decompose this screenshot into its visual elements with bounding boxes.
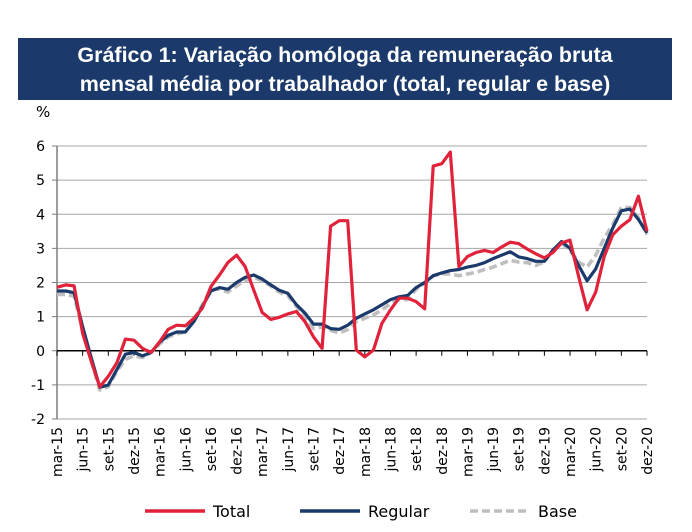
- legend-label-base: Base: [538, 502, 577, 521]
- y-tick-label: -1: [31, 378, 45, 394]
- y-tick-label: 5: [36, 173, 45, 189]
- x-tick-label: dez-17: [332, 427, 348, 475]
- x-tick-label: jun-18: [383, 427, 399, 473]
- y-tick-label: 0: [36, 344, 45, 360]
- y-tick-label: -2: [31, 412, 45, 428]
- x-tick-label: dez-16: [230, 427, 246, 475]
- x-tick-label: dez-20: [640, 427, 656, 475]
- legend-label-regular: Regular: [368, 502, 430, 521]
- x-tick-label: mar-20: [563, 427, 579, 477]
- chart-title-line-2: mensal média por trabalhador (total, reg…: [79, 72, 611, 96]
- x-tick-label: jun-15: [76, 427, 92, 473]
- chart-title: Gráfico 1: Variação homóloga da remunera…: [18, 38, 672, 100]
- y-axis-unit-label: %: [36, 103, 51, 121]
- series-line-total: [56, 150, 649, 389]
- y-tick-label: 2: [36, 276, 45, 292]
- x-tick-label: jun-20: [589, 427, 605, 473]
- y-tick-label: 6: [36, 139, 45, 155]
- x-tick-label: set-20: [614, 427, 630, 471]
- x-tick-label: dez-15: [127, 427, 143, 475]
- x-tick-label: jun-16: [178, 427, 194, 473]
- chart-title-line-1: Gráfico 1: Variação homóloga da remunera…: [77, 43, 613, 67]
- x-tick-label: mar-16: [153, 427, 169, 477]
- y-tick-label: 4: [36, 207, 45, 223]
- x-tick-label: dez-19: [537, 427, 553, 475]
- x-tick-label: mar-18: [358, 427, 374, 477]
- x-tick-label: set-16: [204, 427, 220, 471]
- x-tick-label: set-17: [307, 427, 323, 471]
- x-tick-label: mar-15: [50, 427, 66, 477]
- legend-label-total: Total: [212, 502, 250, 521]
- x-tick-label: jun-19: [486, 427, 502, 473]
- x-tick-label: set-19: [512, 427, 528, 471]
- x-tick-label: mar-17: [255, 427, 271, 477]
- x-tick-label: set-18: [409, 427, 425, 471]
- x-tick-label: jun-17: [281, 427, 297, 473]
- x-tick-label: set-15: [101, 427, 117, 471]
- x-tick-label: dez-18: [435, 427, 451, 475]
- y-tick-label: 3: [36, 241, 45, 257]
- y-tick-label: 1: [36, 310, 45, 326]
- x-tick-label: mar-19: [460, 427, 476, 477]
